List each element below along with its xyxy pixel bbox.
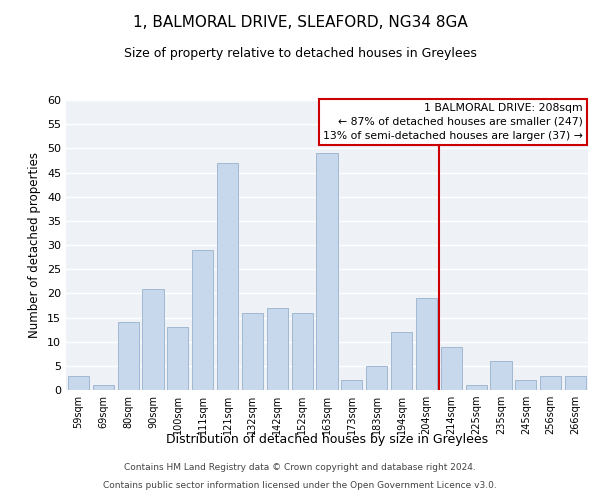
Bar: [515, 380, 536, 390]
Bar: [192, 250, 213, 390]
Bar: [267, 308, 288, 390]
Text: 1 BALMORAL DRIVE: 208sqm
← 87% of detached houses are smaller (247)
13% of semi-: 1 BALMORAL DRIVE: 208sqm ← 87% of detach…: [323, 103, 583, 141]
Bar: [292, 312, 313, 390]
Bar: [441, 346, 462, 390]
Bar: [391, 332, 412, 390]
Bar: [490, 361, 512, 390]
Bar: [242, 312, 263, 390]
Bar: [466, 385, 487, 390]
Bar: [167, 327, 188, 390]
Bar: [217, 163, 238, 390]
Bar: [118, 322, 139, 390]
Text: Contains HM Land Registry data © Crown copyright and database right 2024.: Contains HM Land Registry data © Crown c…: [124, 464, 476, 472]
Bar: [540, 376, 561, 390]
Text: Contains public sector information licensed under the Open Government Licence v3: Contains public sector information licen…: [103, 481, 497, 490]
Bar: [565, 376, 586, 390]
Bar: [316, 153, 338, 390]
Text: Size of property relative to detached houses in Greylees: Size of property relative to detached ho…: [124, 48, 476, 60]
Text: 1, BALMORAL DRIVE, SLEAFORD, NG34 8GA: 1, BALMORAL DRIVE, SLEAFORD, NG34 8GA: [133, 15, 467, 30]
Bar: [93, 385, 114, 390]
Y-axis label: Number of detached properties: Number of detached properties: [28, 152, 41, 338]
Text: Distribution of detached houses by size in Greylees: Distribution of detached houses by size …: [166, 432, 488, 446]
Bar: [341, 380, 362, 390]
Bar: [416, 298, 437, 390]
Bar: [68, 376, 89, 390]
Bar: [142, 288, 164, 390]
Bar: [366, 366, 387, 390]
